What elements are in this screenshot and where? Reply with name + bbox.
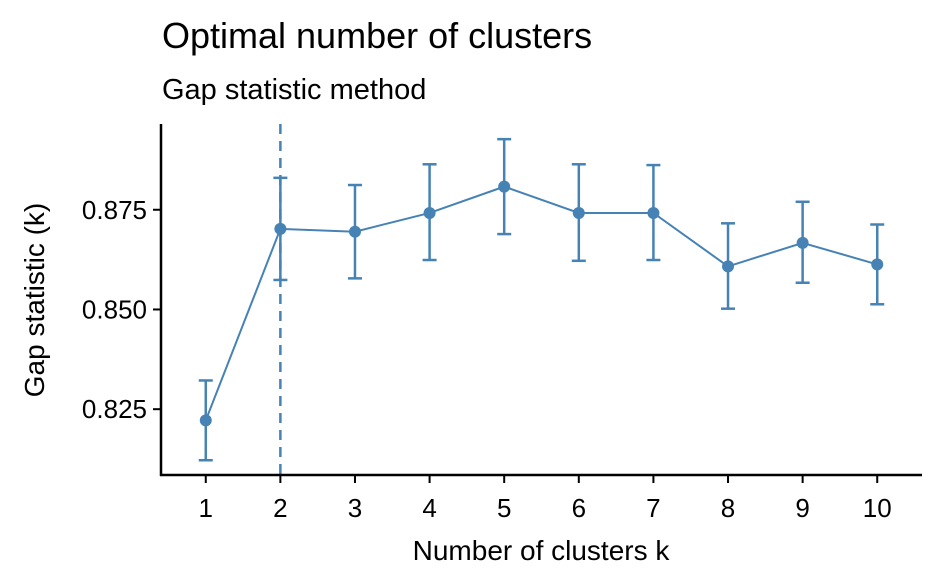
data-point xyxy=(871,258,884,271)
x-tick-label: 10 xyxy=(863,493,892,523)
x-axis-title: Number of clusters k xyxy=(413,535,671,566)
chart-title: Optimal number of clusters xyxy=(162,15,592,56)
x-tick-label: 5 xyxy=(497,493,511,523)
x-tick-label: 4 xyxy=(422,493,436,523)
y-axis-ticks: 0.825 0.850 0.875 xyxy=(82,195,161,424)
y-tick-label: 0.825 xyxy=(82,394,147,424)
series-line xyxy=(204,185,878,421)
data-point xyxy=(348,225,361,238)
data-point xyxy=(199,414,212,427)
x-tick-label: 6 xyxy=(572,493,586,523)
chart-subtitle: Gap statistic method xyxy=(162,74,426,106)
x-tick-label: 7 xyxy=(646,493,660,523)
data-point xyxy=(498,180,511,193)
x-tick-label: 1 xyxy=(199,493,213,523)
x-tick-label: 2 xyxy=(273,493,287,523)
data-point xyxy=(722,260,735,273)
data-point xyxy=(796,236,809,249)
y-axis-title: Gap statistic (k) xyxy=(19,203,50,397)
plot-area xyxy=(198,124,885,475)
data-point xyxy=(274,222,287,235)
x-axis-ticks: 1 2 3 4 5 6 7 8 9 10 xyxy=(199,475,892,523)
y-tick-label: 0.875 xyxy=(82,195,147,225)
y-tick-label: 0.850 xyxy=(82,294,147,324)
data-point xyxy=(647,206,660,219)
data-point xyxy=(572,206,585,219)
x-tick-label: 8 xyxy=(721,493,735,523)
data-point xyxy=(423,206,436,219)
x-tick-label: 9 xyxy=(795,493,809,523)
x-tick-label: 3 xyxy=(348,493,362,523)
